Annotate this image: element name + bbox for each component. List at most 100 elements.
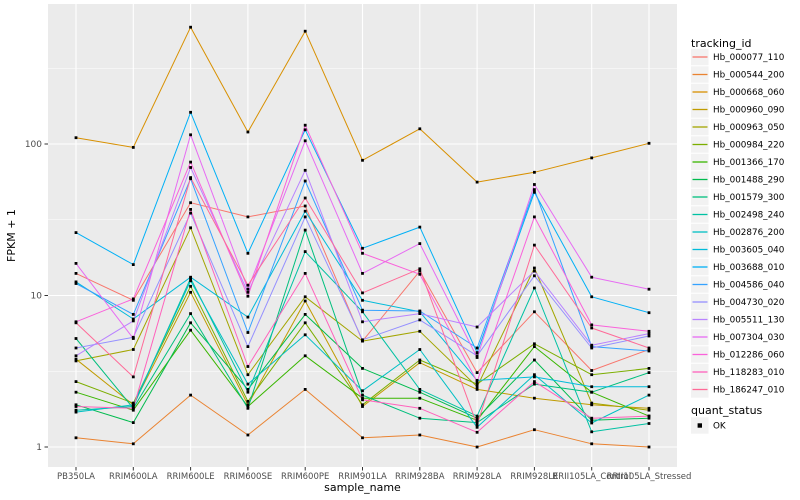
data-point: [475, 385, 479, 389]
data-point: [418, 388, 422, 391]
data-point: [533, 243, 536, 247]
data-point: [533, 183, 536, 186]
data-point: [533, 428, 536, 432]
data-point: [303, 250, 307, 253]
data-point: [590, 385, 594, 389]
data-point: [131, 405, 135, 408]
data-point: [74, 436, 78, 440]
x-tick-label: PB350LA: [57, 472, 95, 482]
data-point: [246, 315, 250, 319]
data-point: [533, 170, 536, 174]
data-point: [647, 371, 651, 374]
data-point: [590, 418, 594, 422]
legend-label: Hb_007304_030: [713, 333, 785, 343]
data-point: [303, 196, 307, 200]
legend-label: Hb_000077_110: [713, 53, 785, 63]
data-point: [131, 408, 135, 412]
data-point: [418, 309, 422, 313]
data-point: [74, 136, 78, 140]
legend-label: Hb_001488_290: [713, 176, 785, 186]
data-point: [590, 326, 594, 330]
x-tick-label: RRIM928BA: [395, 472, 445, 482]
legend-label: Hb_003605_040: [713, 246, 785, 256]
data-point: [131, 313, 135, 316]
x-tick-label: RRII105LA_Stressed: [607, 472, 692, 482]
data-point: [475, 380, 479, 383]
data-point: [418, 225, 422, 229]
legend-label: Hb_000544_200: [713, 71, 785, 81]
data-point: [361, 158, 364, 162]
data-point: [303, 313, 307, 316]
data-point: [533, 345, 536, 348]
data-point: [475, 356, 479, 359]
data-point: [418, 416, 422, 420]
data-point: [189, 166, 192, 169]
data-point: [533, 396, 536, 400]
data-point: [246, 345, 250, 348]
data-point: [189, 25, 192, 29]
data-point: [361, 246, 364, 250]
data-point: [303, 388, 307, 391]
data-point: [189, 110, 192, 114]
data-point: [533, 188, 536, 191]
data-point: [246, 283, 250, 287]
data-point: [475, 351, 479, 354]
data-point: [74, 282, 78, 285]
legend-label: Hb_003688_010: [713, 263, 785, 273]
x-tick-label: RRIM600LA: [109, 472, 158, 482]
data-point: [647, 329, 651, 333]
data-point: [189, 312, 192, 315]
data-point: [303, 215, 307, 219]
data-point: [74, 231, 78, 234]
data-point: [189, 275, 192, 279]
data-point: [533, 286, 536, 290]
data-point: [590, 323, 594, 327]
data-point: [418, 390, 422, 394]
data-point: [74, 357, 78, 361]
data-point: [590, 275, 594, 279]
legend-key-point: [697, 423, 702, 428]
legend-label: Hb_000668_060: [713, 88, 785, 98]
data-point: [131, 375, 135, 379]
data-point: [533, 375, 536, 379]
data-point: [533, 266, 536, 270]
data-point: [189, 284, 192, 288]
legend-label: Hb_002876_200: [713, 228, 785, 238]
data-point: [475, 425, 479, 429]
data-point: [590, 369, 594, 372]
data-point: [361, 403, 364, 407]
data-point: [475, 430, 479, 434]
y-axis-title: FPKM + 1: [5, 209, 18, 262]
data-point: [74, 408, 78, 412]
data-point: [475, 325, 479, 329]
data-point: [189, 133, 192, 137]
data-point: [590, 421, 594, 425]
data-point: [246, 388, 250, 391]
data-point: [303, 321, 307, 325]
data-point: [246, 287, 250, 291]
legend-label: Hb_001366_170: [713, 158, 785, 168]
data-point: [303, 354, 307, 358]
data-point: [361, 291, 364, 295]
data-point: [246, 382, 250, 386]
data-point: [74, 280, 78, 284]
data-point: [475, 416, 479, 420]
data-point: [189, 160, 192, 164]
data-point: [246, 365, 250, 368]
data-point: [303, 139, 307, 143]
y-tick-label: 1: [36, 443, 42, 453]
data-point: [131, 442, 135, 446]
data-point: [361, 393, 364, 397]
data-point: [189, 321, 192, 325]
data-point: [533, 310, 536, 314]
legend-label: Hb_000963_050: [713, 123, 785, 133]
data-point: [246, 405, 250, 408]
data-point: [418, 269, 422, 273]
data-point: [647, 348, 651, 351]
data-point: [246, 294, 250, 298]
data-point: [590, 346, 594, 350]
data-point: [74, 321, 78, 325]
data-point: [189, 211, 192, 215]
data-point: [303, 168, 307, 172]
